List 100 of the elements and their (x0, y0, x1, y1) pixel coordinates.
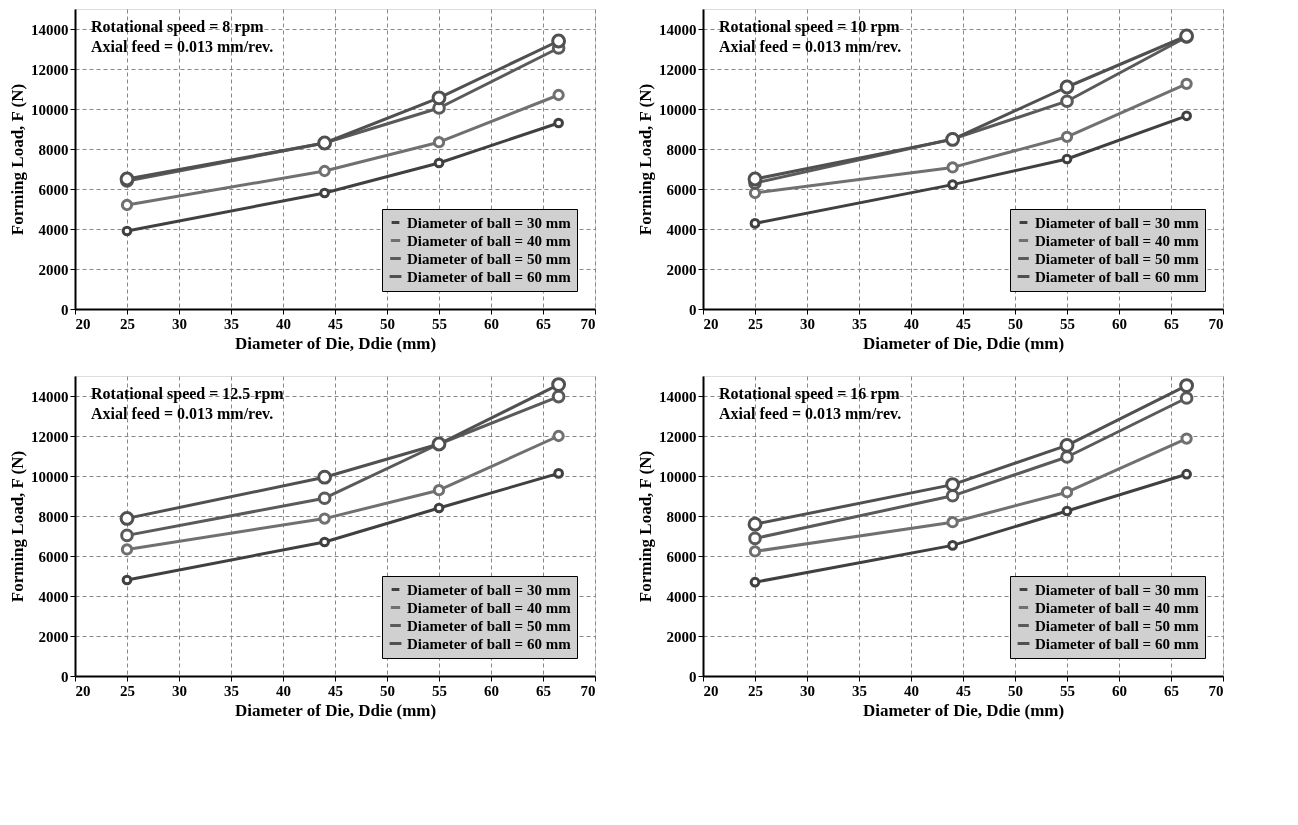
x-tick-label: 65 (1164, 682, 1179, 699)
y-tick-label: 0 (61, 668, 69, 685)
x-tick-label: 35 (852, 315, 867, 332)
annotation: Rotational speed = 16 rpm (719, 385, 901, 403)
x-tick-label: 70 (1208, 315, 1224, 332)
y-tick-label: 6000 (38, 548, 69, 565)
x-tick-label: 70 (580, 682, 596, 699)
y-axis-title: Forming Load, F (N) (8, 450, 27, 603)
x-tick-label: 60 (484, 315, 499, 332)
x-tick-label: 25 (120, 682, 135, 699)
x-axis-title: Diameter of Die, Ddie (mm) (862, 333, 1065, 353)
legend-label: Diameter of ball = 50 mm (1035, 617, 1200, 634)
legend-label: Diameter of ball = 30 mm (407, 581, 572, 598)
x-tick-label: 45 (956, 682, 971, 699)
x-axis-title: Diameter of Die, Ddie (mm) (862, 700, 1065, 720)
legend-label: Diameter of ball = 50 mm (407, 617, 572, 634)
legend-label: Diameter of ball = 40 mm (407, 232, 572, 249)
x-axis-title: Diameter of Die, Ddie (mm) (234, 333, 437, 353)
x-tick-label: 25 (748, 315, 763, 332)
y-tick-label: 4000 (666, 588, 697, 605)
annotation: Rotational speed = 8 rpm (91, 18, 265, 36)
x-tick-label: 30 (172, 682, 187, 699)
y-tick-label: 10000 (659, 468, 697, 485)
x-tick-label: 60 (1112, 315, 1127, 332)
x-tick-label: 40 (276, 315, 291, 332)
x-tick-label: 70 (1208, 682, 1224, 699)
x-axis-title: Diameter of Die, Ddie (mm) (234, 700, 437, 720)
y-tick-label: 8000 (38, 141, 69, 158)
x-tick-label: 55 (432, 682, 447, 699)
x-tick-label: 20 (75, 315, 91, 332)
legend-label: Diameter of ball = 60 mm (1035, 635, 1200, 652)
x-tick-label: 35 (224, 315, 239, 332)
y-tick-label: 12000 (31, 61, 69, 78)
legend-label: Diameter of ball = 50 mm (1035, 250, 1200, 267)
y-tick-label: 4000 (666, 221, 697, 238)
y-tick-label: 2000 (666, 261, 697, 278)
y-tick-label: 12000 (31, 428, 69, 445)
x-tick-label: 65 (536, 315, 551, 332)
x-tick-label: 50 (380, 682, 395, 699)
y-tick-label: 14000 (31, 21, 69, 38)
x-tick-label: 40 (276, 682, 291, 699)
y-tick-label: 10000 (31, 101, 69, 118)
y-tick-label: 0 (689, 668, 697, 685)
y-tick-label: 0 (61, 301, 69, 318)
legend-label: Diameter of ball = 30 mm (407, 214, 572, 231)
x-tick-label: 20 (703, 315, 719, 332)
y-axis-title: Forming Load, F (N) (636, 83, 655, 236)
x-tick-label: 45 (328, 315, 343, 332)
x-tick-label: 55 (432, 315, 447, 332)
y-tick-label: 6000 (38, 181, 69, 198)
y-tick-label: 14000 (659, 21, 697, 38)
y-tick-label: 8000 (38, 508, 69, 525)
x-tick-label: 55 (1060, 315, 1075, 332)
y-tick-label: 10000 (31, 468, 69, 485)
annotation: Rotational speed = 12.5 rpm (91, 385, 285, 403)
x-tick-label: 30 (800, 682, 815, 699)
legend-label: Diameter of ball = 30 mm (1035, 581, 1200, 598)
legend-label: Diameter of ball = 50 mm (407, 250, 572, 267)
x-tick-label: 70 (580, 315, 596, 332)
y-tick-label: 2000 (666, 628, 697, 645)
x-tick-label: 50 (1008, 682, 1023, 699)
x-tick-label: 60 (484, 682, 499, 699)
x-tick-label: 40 (904, 315, 919, 332)
y-tick-label: 12000 (659, 61, 697, 78)
legend-label: Diameter of ball = 40 mm (1035, 599, 1200, 616)
y-tick-label: 6000 (666, 548, 697, 565)
x-tick-label: 20 (75, 682, 91, 699)
y-tick-label: 8000 (666, 141, 697, 158)
y-axis-title: Forming Load, F (N) (636, 450, 655, 603)
legend-label: Diameter of ball = 60 mm (407, 635, 572, 652)
x-tick-label: 60 (1112, 682, 1127, 699)
legend-label: Diameter of ball = 40 mm (407, 599, 572, 616)
y-tick-label: 4000 (38, 221, 69, 238)
x-tick-label: 30 (172, 315, 187, 332)
x-tick-label: 50 (380, 315, 395, 332)
x-tick-label: 45 (956, 315, 971, 332)
x-tick-label: 25 (120, 315, 135, 332)
legend-label: Diameter of ball = 60 mm (407, 268, 572, 285)
x-tick-label: 35 (852, 682, 867, 699)
annotation: Axial feed = 0.013 mm/rev. (719, 405, 902, 422)
x-tick-label: 40 (904, 682, 919, 699)
annotation: Rotational speed = 10 rpm (719, 18, 901, 36)
y-tick-label: 10000 (659, 101, 697, 118)
annotation: Axial feed = 0.013 mm/rev. (719, 38, 902, 55)
y-tick-label: 12000 (659, 428, 697, 445)
legend-label: Diameter of ball = 60 mm (1035, 268, 1200, 285)
x-tick-label: 30 (800, 315, 815, 332)
x-tick-label: 65 (1164, 315, 1179, 332)
x-tick-label: 35 (224, 682, 239, 699)
x-tick-label: 25 (748, 682, 763, 699)
y-tick-label: 8000 (666, 508, 697, 525)
y-tick-label: 0 (689, 301, 697, 318)
legend-label: Diameter of ball = 40 mm (1035, 232, 1200, 249)
x-tick-label: 50 (1008, 315, 1023, 332)
y-tick-label: 4000 (38, 588, 69, 605)
y-tick-label: 6000 (666, 181, 697, 198)
annotation: Axial feed = 0.013 mm/rev. (91, 405, 274, 422)
y-tick-label: 2000 (38, 261, 69, 278)
x-tick-label: 45 (328, 682, 343, 699)
x-tick-label: 65 (536, 682, 551, 699)
